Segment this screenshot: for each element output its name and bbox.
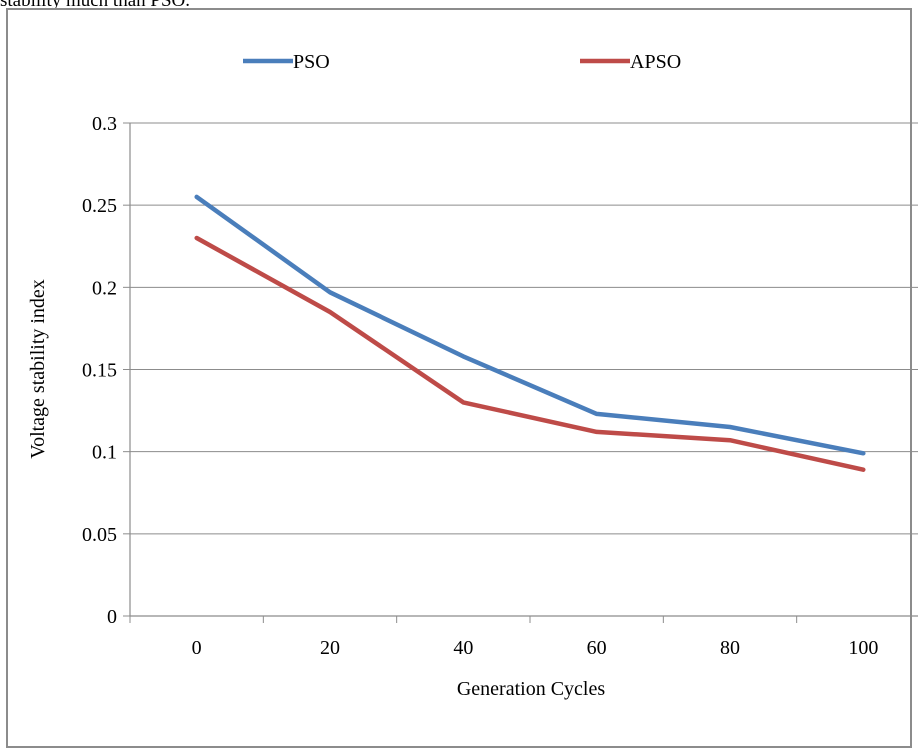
y-tick-label: 0.3 — [92, 113, 117, 135]
legend: PSO APSO — [243, 51, 681, 73]
y-tick-label: 0.25 — [82, 195, 117, 217]
x-tick-label: 20 — [320, 637, 340, 659]
gridlines — [130, 123, 918, 534]
y-tick-label: 0.2 — [92, 277, 117, 299]
axes: 0 0.05 0.1 0.15 0.2 0.25 0.3 0 20 40 60 80 100 — [82, 113, 918, 659]
x-tick-label: 80 — [720, 637, 740, 659]
x-tick-label: 100 — [848, 637, 878, 659]
y-tick-label: 0 — [107, 606, 117, 628]
x-tick-label: 60 — [587, 637, 607, 659]
x-tick-label: 0 — [192, 637, 202, 659]
y-axis-label: Voltage stability index — [27, 279, 49, 459]
y-tick-label: 0.15 — [82, 360, 117, 382]
x-tick-label: 40 — [453, 637, 473, 659]
legend-label: APSO — [630, 51, 681, 73]
legend-label: PSO — [293, 51, 330, 73]
series-line-pso — [197, 197, 864, 453]
series-lines — [197, 197, 864, 470]
y-tick-label: 0.1 — [92, 442, 117, 464]
x-axis-label: Generation Cycles — [457, 678, 605, 700]
y-tick-label: 0.05 — [82, 524, 117, 546]
